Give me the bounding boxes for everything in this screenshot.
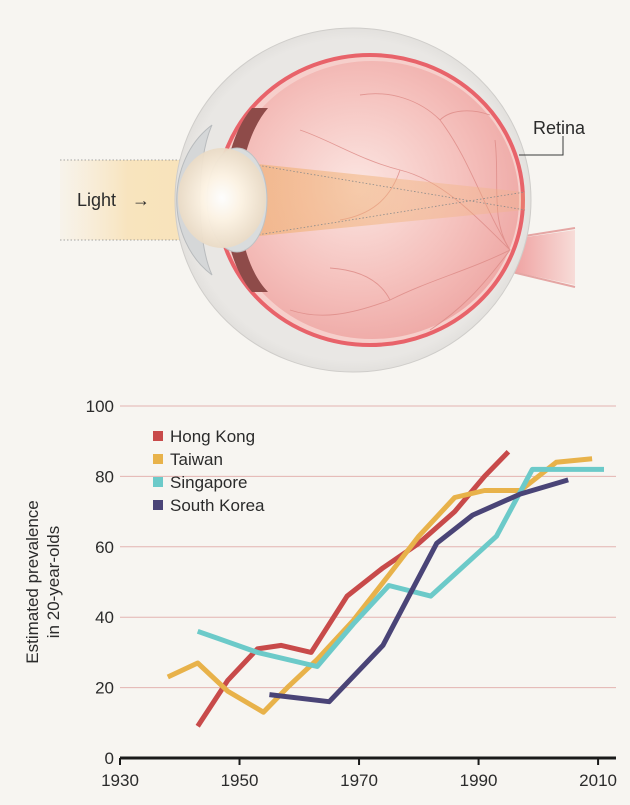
y-tick-label-100: 100 [86,397,114,416]
y-tick-label-80: 80 [95,467,114,486]
y-axis-ticks: 0 20 40 60 80 100 [86,397,114,768]
y-tick-label-60: 60 [95,538,114,557]
x-tick-label-1930: 1930 [101,771,139,790]
legend-label-singapore: Singapore [170,473,248,492]
light-arrow-icon: → [132,190,150,210]
series-lines [166,450,604,728]
legend-label-taiwan: Taiwan [170,450,223,469]
focus-ray-bottom [237,191,526,239]
prevalence-chart: 0 20 40 60 80 100 1930 1950 1970 1990 2010 Estima… [23,397,617,790]
focused-light [238,162,525,238]
chart-legend: Hong Kong Taiwan Singapore South Korea [153,427,265,515]
series-line-singapore [196,466,604,669]
series-line-taiwan [166,456,593,715]
light-label: Light [77,190,116,210]
series-line-hong-kong [195,450,511,728]
y-tick-label-0: 0 [105,749,114,768]
y-axis-label-line-2: in 20-year-olds [44,526,63,638]
lens-glow [178,148,266,248]
y-tick-label-20: 20 [95,679,114,698]
retina-label: Retina [533,118,586,138]
focus-ray-top [237,161,526,211]
x-axis-ticks: 1930 1950 1970 1990 2010 [101,758,617,790]
x-tick-label-1990: 1990 [460,771,498,790]
x-tick-label-1950: 1950 [221,771,259,790]
x-tick-label-1970: 1970 [340,771,378,790]
eye-diagram: Light → Retina [60,27,586,373]
legend-label-south-korea: South Korea [170,496,265,515]
chart-gridlines [120,405,616,689]
y-axis-label-line-1: Estimated prevalence [23,500,42,663]
legend-label-hong-kong: Hong Kong [170,427,255,446]
y-tick-label-40: 40 [95,608,114,627]
series-line-south-korea [269,477,569,705]
retina-leader-line [519,136,564,156]
x-tick-label-2010: 2010 [579,771,617,790]
